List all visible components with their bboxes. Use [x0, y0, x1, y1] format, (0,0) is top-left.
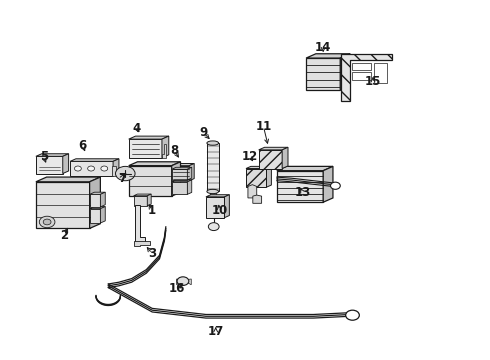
Bar — [207, 143, 219, 192]
Polygon shape — [306, 54, 350, 58]
Polygon shape — [246, 166, 271, 168]
Polygon shape — [187, 167, 192, 180]
Polygon shape — [187, 180, 192, 194]
Polygon shape — [134, 241, 150, 246]
Polygon shape — [282, 147, 288, 168]
Text: 8: 8 — [170, 144, 178, 157]
Polygon shape — [186, 279, 191, 285]
Polygon shape — [113, 159, 119, 176]
Polygon shape — [206, 195, 229, 197]
Polygon shape — [36, 154, 69, 156]
Polygon shape — [259, 147, 288, 150]
Text: 17: 17 — [208, 325, 224, 338]
Polygon shape — [129, 136, 169, 139]
Polygon shape — [277, 166, 333, 171]
Polygon shape — [100, 207, 105, 223]
Bar — [351, 72, 371, 80]
Polygon shape — [172, 180, 192, 182]
Polygon shape — [206, 197, 224, 218]
Polygon shape — [36, 182, 90, 228]
Circle shape — [39, 216, 55, 228]
Polygon shape — [135, 205, 145, 243]
Text: 3: 3 — [148, 247, 156, 260]
Circle shape — [116, 166, 135, 181]
Text: 14: 14 — [315, 41, 331, 54]
Polygon shape — [176, 279, 179, 285]
Bar — [374, 63, 387, 83]
Text: 1: 1 — [148, 204, 156, 217]
Text: 6: 6 — [79, 139, 87, 152]
Polygon shape — [162, 144, 166, 158]
Polygon shape — [248, 185, 257, 198]
Ellipse shape — [207, 141, 219, 145]
Text: 4: 4 — [132, 122, 141, 135]
Polygon shape — [90, 207, 105, 209]
Polygon shape — [134, 196, 147, 206]
Polygon shape — [129, 139, 162, 158]
Polygon shape — [224, 195, 229, 218]
Bar — [351, 63, 371, 69]
Circle shape — [101, 166, 108, 171]
Text: 7: 7 — [118, 172, 126, 185]
Polygon shape — [323, 166, 333, 202]
Polygon shape — [112, 166, 116, 176]
Polygon shape — [162, 136, 169, 158]
Polygon shape — [172, 162, 180, 196]
Polygon shape — [340, 54, 350, 90]
Polygon shape — [172, 163, 194, 166]
Text: 16: 16 — [169, 282, 185, 295]
Ellipse shape — [207, 189, 219, 194]
Circle shape — [331, 182, 340, 189]
Polygon shape — [63, 154, 69, 174]
Polygon shape — [277, 171, 323, 202]
Polygon shape — [90, 192, 105, 194]
Circle shape — [88, 166, 95, 171]
Polygon shape — [259, 150, 282, 168]
Polygon shape — [129, 166, 172, 196]
Circle shape — [43, 219, 51, 225]
Bar — [210, 190, 216, 196]
Circle shape — [345, 310, 359, 320]
Polygon shape — [246, 168, 267, 187]
Text: 9: 9 — [199, 126, 208, 139]
Text: 10: 10 — [212, 204, 228, 217]
Polygon shape — [306, 58, 340, 90]
Polygon shape — [90, 209, 100, 223]
Polygon shape — [253, 195, 262, 203]
Polygon shape — [172, 166, 189, 181]
Circle shape — [208, 223, 219, 230]
Text: 2: 2 — [60, 229, 68, 242]
Polygon shape — [90, 177, 100, 228]
Circle shape — [74, 166, 81, 171]
Polygon shape — [36, 177, 100, 182]
Text: 15: 15 — [365, 75, 381, 88]
Polygon shape — [189, 163, 194, 181]
Text: 12: 12 — [242, 150, 258, 163]
Polygon shape — [70, 159, 119, 161]
Polygon shape — [100, 192, 105, 207]
Polygon shape — [267, 166, 271, 187]
Polygon shape — [70, 161, 113, 176]
Polygon shape — [90, 194, 100, 207]
Polygon shape — [172, 167, 192, 169]
Text: 11: 11 — [255, 121, 271, 134]
Polygon shape — [172, 169, 187, 180]
Text: 13: 13 — [294, 186, 311, 199]
Polygon shape — [36, 156, 63, 174]
Polygon shape — [129, 162, 180, 166]
Polygon shape — [172, 182, 187, 194]
Polygon shape — [147, 194, 151, 206]
Circle shape — [177, 277, 189, 285]
Polygon shape — [341, 54, 392, 101]
Text: 5: 5 — [40, 150, 48, 163]
Polygon shape — [134, 194, 151, 196]
